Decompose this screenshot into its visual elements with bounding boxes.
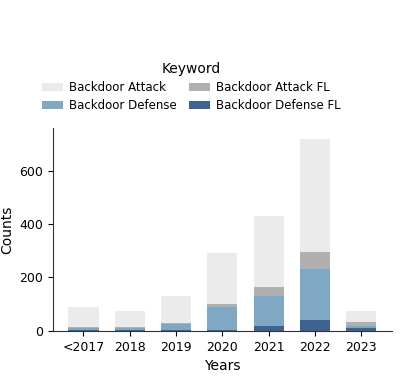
- Bar: [207, 304, 237, 307]
- Bar: [161, 329, 191, 331]
- Bar: [161, 323, 191, 324]
- Bar: [115, 328, 145, 329]
- Bar: [346, 311, 376, 321]
- Bar: [254, 296, 284, 326]
- Bar: [69, 329, 98, 331]
- Y-axis label: Counts: Counts: [0, 205, 14, 253]
- Bar: [115, 327, 145, 328]
- Bar: [115, 311, 145, 327]
- Bar: [207, 253, 237, 304]
- Bar: [254, 287, 284, 296]
- Bar: [69, 327, 98, 328]
- Bar: [115, 329, 145, 331]
- Bar: [300, 252, 330, 270]
- Bar: [69, 307, 98, 327]
- Bar: [161, 296, 191, 323]
- Bar: [207, 307, 237, 329]
- Bar: [254, 326, 284, 331]
- Bar: [161, 324, 191, 329]
- Legend: Backdoor Attack, Backdoor Defense, Backdoor Attack FL, Backdoor Defense FL: Backdoor Attack, Backdoor Defense, Backd…: [42, 62, 341, 112]
- Bar: [254, 216, 284, 287]
- Bar: [207, 329, 237, 331]
- Bar: [346, 326, 376, 328]
- X-axis label: Years: Years: [204, 359, 241, 373]
- Bar: [300, 270, 330, 320]
- Bar: [300, 138, 330, 252]
- Bar: [346, 321, 376, 326]
- Bar: [69, 328, 98, 329]
- Bar: [300, 320, 330, 331]
- Bar: [346, 328, 376, 331]
